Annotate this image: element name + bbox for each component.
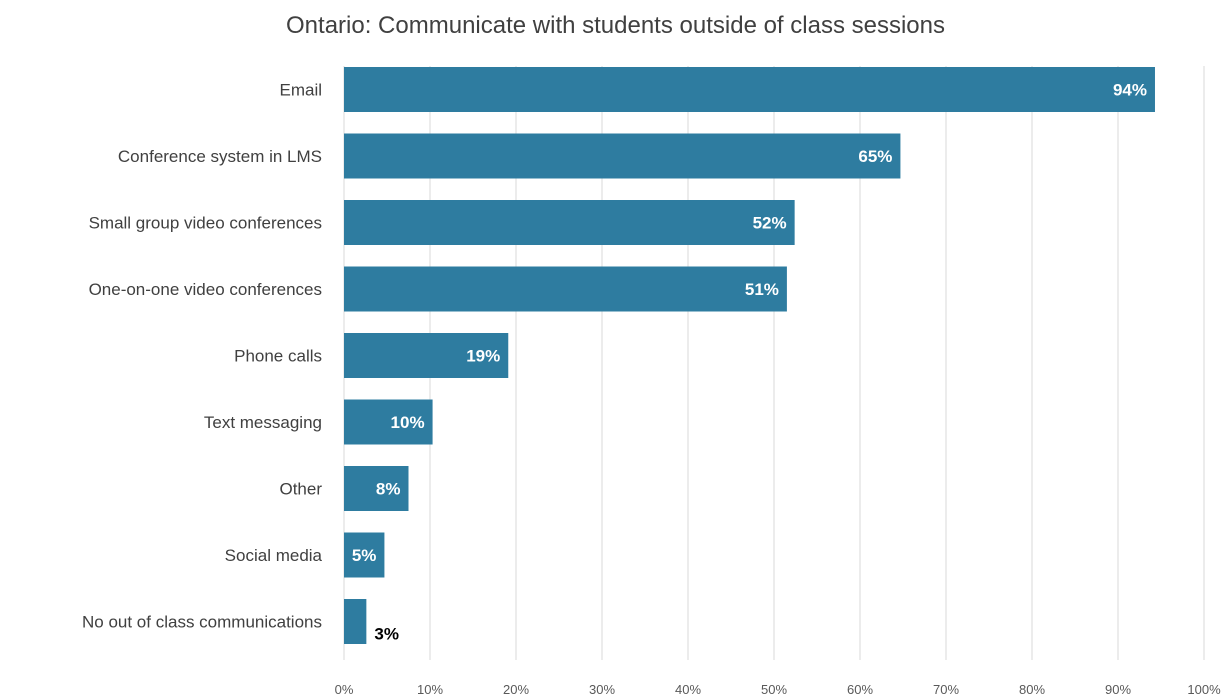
bar	[344, 532, 385, 578]
bar	[344, 466, 409, 511]
category-label: Phone calls	[234, 347, 322, 366]
value-label: 19%	[466, 347, 500, 366]
category-label: Conference system in LMS	[118, 147, 322, 166]
bar	[344, 599, 367, 644]
bar	[344, 333, 509, 378]
x-tick-label: 30%	[589, 682, 615, 697]
x-tick-label: 100%	[1187, 682, 1221, 697]
value-label: 65%	[858, 147, 892, 166]
x-tick-label: 50%	[761, 682, 787, 697]
category-label: Other	[279, 480, 322, 499]
x-tick-label: 70%	[933, 682, 959, 697]
category-label: Small group video conferences	[89, 214, 322, 233]
category-label: Social media	[225, 546, 323, 565]
category-label: One-on-one video conferences	[89, 280, 322, 299]
bar	[344, 266, 787, 312]
bar	[344, 133, 901, 179]
category-label: Email	[279, 81, 322, 100]
x-tick-label: 60%	[847, 682, 873, 697]
bar	[344, 200, 795, 245]
category-label: No out of class communications	[82, 613, 322, 632]
chart-title: Ontario: Communicate with students outsi…	[286, 12, 945, 39]
value-label: 94%	[1113, 81, 1147, 100]
category-label: Text messaging	[204, 413, 322, 432]
bar	[344, 67, 1155, 112]
x-tick-label: 90%	[1105, 682, 1131, 697]
value-label: 51%	[745, 280, 779, 299]
x-tick-label: 0%	[335, 682, 354, 697]
value-label: 52%	[753, 214, 787, 233]
x-tick-label: 40%	[675, 682, 701, 697]
value-label: 5%	[352, 546, 377, 565]
bar	[344, 399, 433, 445]
value-label: 8%	[376, 480, 401, 499]
x-tick-label: 20%	[503, 682, 529, 697]
value-label: 10%	[391, 413, 425, 432]
x-tick-label: 80%	[1019, 682, 1045, 697]
x-tick-label: 10%	[417, 682, 443, 697]
value-label: 3%	[374, 625, 399, 644]
